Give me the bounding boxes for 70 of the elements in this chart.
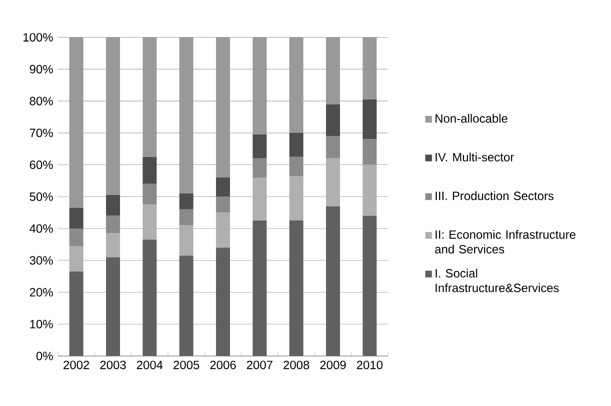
y-tick-label: 40% [30,224,53,233]
legend-label: II: Economic Infrastructure and Services [435,230,576,254]
bar [252,220,267,356]
bar [289,37,304,133]
bar [142,37,157,157]
bar [326,136,340,158]
bar [179,37,194,194]
bar [289,176,304,221]
y-tick-label: 60% [30,160,53,170]
bar [106,37,120,196]
bar [179,209,194,226]
bar [216,178,230,197]
bar [362,99,377,140]
x-tick-label: 2002 [64,360,90,370]
bar [106,233,120,258]
bar [289,132,304,157]
bar [69,208,84,229]
bar [179,193,194,210]
bar [252,158,267,178]
bar [216,196,230,213]
y-tick-label: 80% [30,96,53,106]
bar [216,212,230,248]
legend-label: I. Social Infrastructure&Services [436,268,559,292]
bar [252,178,267,221]
legend-label: IV. Multi-sector [436,152,514,162]
bar [362,37,377,100]
bar [142,240,157,356]
bar [216,248,230,356]
bar [252,37,267,135]
bar [326,158,340,206]
x-tick-label: 2005 [174,360,200,370]
y-tick-label: 90% [30,64,53,74]
bar [69,272,84,356]
bar [142,156,157,184]
y-tick-label: 0% [36,352,53,360]
bar [326,37,340,104]
x-tick-label: 2003 [100,360,126,370]
bar [252,134,267,158]
bar [362,216,377,356]
y-tick-label: 20% [30,288,53,297]
bar [289,220,304,356]
bar [326,206,340,356]
x-tick-label: 2006 [210,360,236,370]
x-tick-label: 2004 [136,360,163,370]
bar [326,104,340,136]
bar [362,139,377,165]
y-tick-label: 10% [30,320,53,328]
x-tick-label: 2010 [356,360,383,370]
x-tick-label: 2007 [246,360,272,370]
y-tick-label: 50% [30,192,53,201]
bar [69,228,84,246]
bar [106,195,120,216]
y-tick-label: 100% [24,33,53,42]
y-tick-label: 30% [30,256,53,265]
x-tick-label: 2008 [284,360,310,370]
bar [69,37,84,208]
bar [289,156,304,176]
bar [179,225,194,256]
bar [216,37,230,178]
bar [142,184,157,205]
bar [106,257,120,356]
x-tick-label: 2009 [320,360,346,370]
y-tick-label: 70% [30,128,53,138]
bar [362,164,377,216]
bar [142,204,157,240]
legend-label: Non-allocable [436,114,508,123]
bar [179,256,194,356]
bar [69,246,84,272]
bar [106,216,120,234]
legend-label: III. Production Sectors [436,191,554,200]
